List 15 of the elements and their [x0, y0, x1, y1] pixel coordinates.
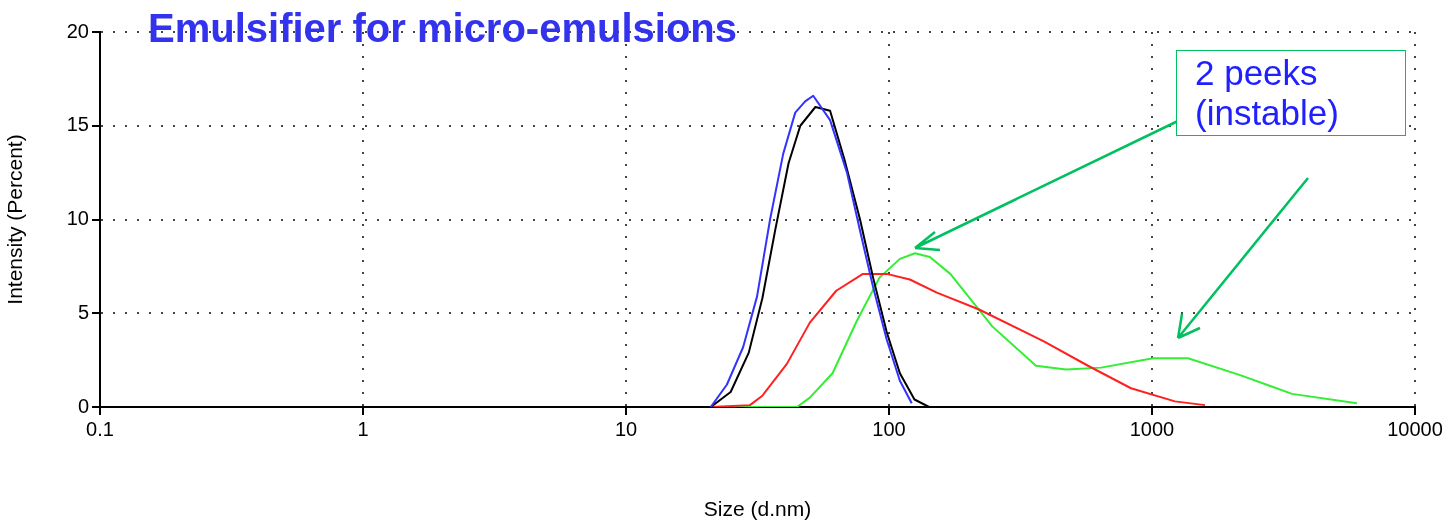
y-tick-label: 15: [66, 113, 89, 136]
chart-title: Emulsifier for micro-emulsions: [148, 6, 738, 51]
x-tick-label: 1000: [1129, 417, 1175, 440]
x-tick-label: 10: [614, 417, 638, 440]
annotation: 2 peeks (instable): [1176, 50, 1406, 136]
y-tick-label: 20: [66, 19, 89, 42]
y-tick-label: 0: [77, 394, 89, 417]
x-axis-title: Size (d.nm): [703, 497, 812, 521]
x-tick-label: 1: [357, 417, 369, 440]
y-tick-label: 5: [77, 300, 89, 323]
y-tick-label: 10: [66, 207, 89, 230]
x-tick-label: 10000: [1387, 417, 1443, 440]
y-axis-title: Intensity (Percent): [3, 134, 27, 305]
x-tick-label: 0.1: [86, 417, 114, 440]
x-tick-label: 100: [872, 417, 906, 440]
